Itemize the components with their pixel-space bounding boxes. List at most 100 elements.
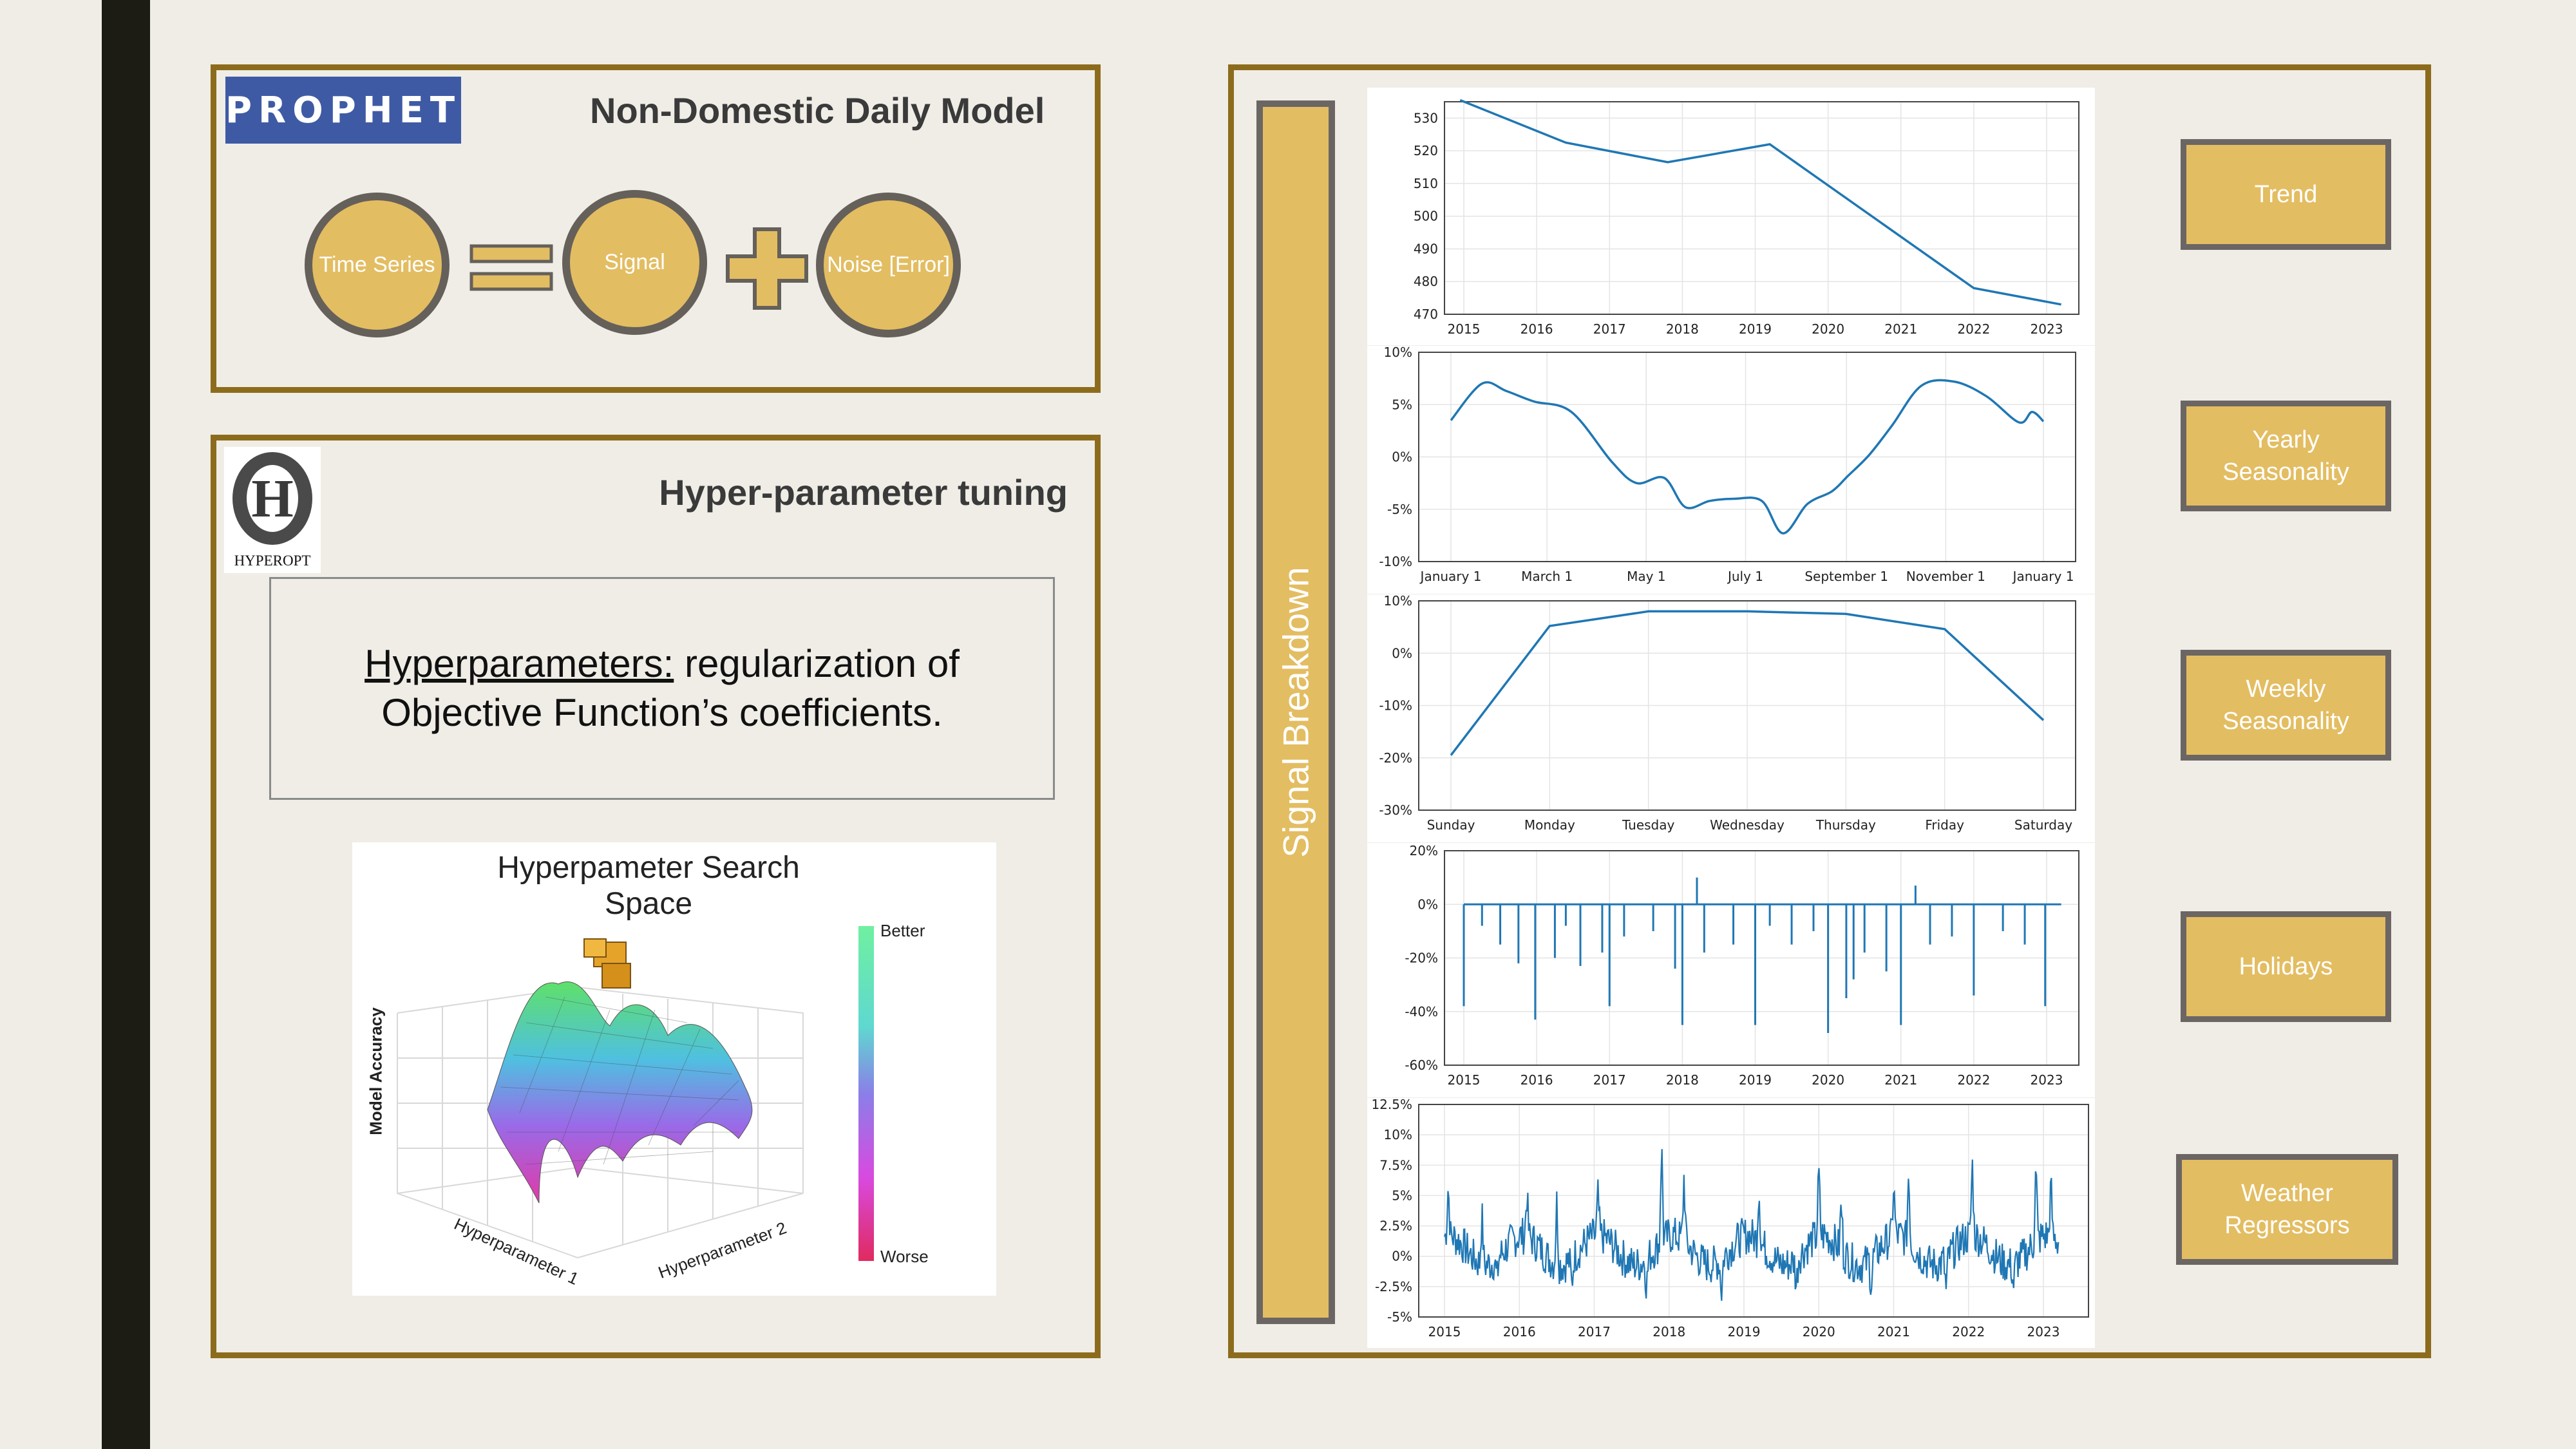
y-tick-label: -5% bbox=[1387, 502, 1412, 517]
x-tick-label: 2021 bbox=[1884, 321, 1917, 337]
hyperopt-logo: H HYPEROPT bbox=[224, 447, 321, 573]
yearly-seasonality-component-box: Yearly Seasonality bbox=[2181, 401, 2391, 511]
hyperparameter-definition-box: Hyperparameters: regularization of Objec… bbox=[269, 577, 1055, 800]
y-tick-label: -20% bbox=[1379, 750, 1412, 766]
plot-frame bbox=[1418, 1104, 2089, 1318]
x-tick-label: Saturday bbox=[2014, 817, 2072, 833]
colorbar-top-label: Better bbox=[880, 921, 925, 940]
x-tick-label: 2018 bbox=[1666, 321, 1699, 337]
optimum-marker bbox=[583, 938, 631, 989]
x-tick-label: May 1 bbox=[1627, 569, 1665, 584]
x-tick-label: 2019 bbox=[1728, 1324, 1761, 1340]
y-tick-label: -30% bbox=[1379, 802, 1412, 818]
y-tick-label: 510 bbox=[1414, 176, 1438, 191]
prophet-panel-title: Non-Domestic Daily Model bbox=[590, 90, 1045, 131]
x-tick-label: 2022 bbox=[1957, 1072, 1990, 1088]
x-tick-label: 2020 bbox=[1812, 321, 1844, 337]
x-tick-label: Sunday bbox=[1427, 817, 1475, 833]
equals-icon bbox=[469, 244, 553, 291]
x-tick-label: 2020 bbox=[1803, 1324, 1835, 1340]
x-tick-label: 2015 bbox=[1448, 321, 1481, 337]
signal-breakdown-label: Signal Breakdown bbox=[1275, 567, 1316, 858]
x-tick-label: 2021 bbox=[1884, 1072, 1917, 1088]
svg-text:H: H bbox=[251, 469, 293, 529]
x-tick-label: 2021 bbox=[1877, 1324, 1910, 1340]
time-series-circle: Time Series bbox=[305, 193, 450, 337]
yearly-seasonality-line bbox=[1450, 379, 2045, 535]
x-tick-label: 2017 bbox=[1593, 1072, 1626, 1088]
x-tick-label: Thursday bbox=[1815, 817, 1876, 833]
y-tick-label: 0% bbox=[1417, 896, 1438, 912]
y-tick-label: -40% bbox=[1405, 1004, 1438, 1019]
x-tick-label: 2023 bbox=[2031, 321, 2063, 337]
z-axis-label: Model Accuracy bbox=[366, 1007, 386, 1135]
y-tick-label: -2.5% bbox=[1375, 1279, 1412, 1294]
weather-regressors-line bbox=[1443, 1149, 2060, 1301]
weekly-seasonality-component-box: Weekly Seasonality bbox=[2181, 650, 2391, 761]
hyperopt-logo-text: HYPEROPT bbox=[234, 553, 311, 569]
y-tick-label: 2.5% bbox=[1379, 1218, 1412, 1234]
y-tick-label: -10% bbox=[1379, 698, 1412, 714]
plot-frame bbox=[1444, 850, 2079, 1066]
y-tick-label: 530 bbox=[1414, 110, 1438, 126]
x-tick-label: Friday bbox=[1925, 817, 1964, 833]
definition-term: Hyperparameters: bbox=[365, 642, 674, 685]
x-tick-label: 2015 bbox=[1448, 1072, 1481, 1088]
x-tick-label: 2023 bbox=[2031, 1072, 2063, 1088]
x-tick-label: March 1 bbox=[1521, 569, 1573, 584]
trend-line bbox=[1459, 99, 2061, 306]
y-tick-label: 500 bbox=[1414, 209, 1438, 224]
signal-breakdown-bar: Signal Breakdown bbox=[1256, 100, 1335, 1324]
search-space-figure: Hyperpameter Search Space bbox=[352, 842, 996, 1296]
x-tick-label: 2022 bbox=[1952, 1324, 1985, 1340]
y-tick-label: 7.5% bbox=[1379, 1157, 1412, 1173]
plot-frame bbox=[1418, 352, 2076, 562]
x-tick-label: 2016 bbox=[1520, 321, 1553, 337]
x-tick-label: 2022 bbox=[1957, 321, 1990, 337]
weekly-seasonality-line bbox=[1450, 610, 2045, 756]
hyperparameter-tuning-panel: H HYPEROPT Hyper-parameter tuning Hyperp… bbox=[211, 435, 1101, 1358]
weather-regressors-plot: 2015 2016 2017 2018 2019 2020 2021 2022 2023 -5% -… bbox=[1367, 1098, 2095, 1348]
signal-circle: Signal bbox=[562, 190, 707, 335]
search-space-title: Hyperpameter Search Space bbox=[497, 851, 800, 921]
x-tick-label: 2017 bbox=[1578, 1324, 1611, 1340]
y-tick-label: -60% bbox=[1405, 1057, 1438, 1073]
definition-text: Hyperparameters: regularization of Objec… bbox=[334, 639, 990, 737]
x-tick-label: 2020 bbox=[1812, 1072, 1844, 1088]
hyperopt-panel-title: Hyper-parameter tuning bbox=[659, 472, 1068, 513]
y-tick-label: 490 bbox=[1414, 241, 1438, 256]
x-tick-label: 2017 bbox=[1593, 321, 1626, 337]
x-tick-label: 2016 bbox=[1520, 1072, 1553, 1088]
x-tick-label: November 1 bbox=[1906, 569, 1985, 584]
signal-breakdown-panel: Signal Breakdown 2015 2016 2017 2018 2019 202… bbox=[1228, 64, 2431, 1358]
y-tick-label: 10% bbox=[1384, 594, 1412, 609]
x-tick-label: 2019 bbox=[1739, 1072, 1772, 1088]
definition-body: regularization of Objective Function’s c… bbox=[381, 642, 960, 734]
y-tick-label: 470 bbox=[1414, 307, 1438, 322]
prophet-model-panel: PROPHET Non-Domestic Daily Model Time Se… bbox=[211, 64, 1101, 393]
y-tick-label: 10% bbox=[1384, 346, 1412, 360]
holidays-component-box: Holidays bbox=[2181, 911, 2391, 1022]
y-tick-label: -10% bbox=[1379, 554, 1412, 569]
x-tick-label: 2015 bbox=[1428, 1324, 1461, 1340]
holidays-plot: 2015 2016 2017 2018 2019 2020 2021 2022 2023 -60%… bbox=[1367, 843, 2095, 1097]
noise-circle: Noise [Error] bbox=[816, 193, 961, 337]
yearly-seasonality-plot: January 1 March 1 May 1 July 1 September 1 No… bbox=[1367, 346, 2095, 594]
y-tick-label: 480 bbox=[1414, 274, 1438, 289]
x-tick-label: 2018 bbox=[1666, 1072, 1699, 1088]
x-tick-label: July 1 bbox=[1727, 569, 1763, 584]
y-tick-label: 12.5% bbox=[1371, 1098, 1412, 1112]
y-tick-label: 10% bbox=[1384, 1127, 1412, 1142]
y-tick-label: 20% bbox=[1410, 843, 1438, 858]
plot-frame bbox=[1418, 600, 2076, 811]
colorbar-bottom-label: Worse bbox=[880, 1247, 929, 1266]
y-tick-label: -20% bbox=[1405, 951, 1438, 966]
y-tick-label: 0% bbox=[1392, 645, 1412, 661]
y-tick-label: 5% bbox=[1392, 397, 1412, 412]
x-tick-label: September 1 bbox=[1804, 569, 1888, 584]
colorbar bbox=[858, 926, 874, 1261]
y-tick-label: -5% bbox=[1387, 1309, 1412, 1325]
x-tick-label: 2018 bbox=[1653, 1324, 1685, 1340]
prophet-logo: PROPHET bbox=[225, 77, 461, 144]
x-tick-label: 2023 bbox=[2027, 1324, 2060, 1340]
